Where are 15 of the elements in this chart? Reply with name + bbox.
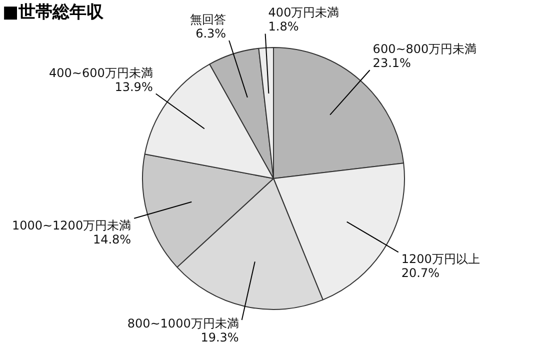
data-label: 23.1% — [372, 56, 411, 70]
slice-label: 600~800万円未満 — [372, 42, 477, 56]
slice-label: 1000~1200万円未満 — [12, 218, 132, 232]
data-label: 6.3% — [196, 26, 226, 40]
data-label: 20.7% — [401, 266, 440, 280]
slice-label: 無回答 — [190, 12, 226, 26]
slice-label: 400万円未満 — [268, 6, 340, 20]
slice-label: 400~600万円未満 — [48, 66, 153, 80]
chart-title: ■世帯総年収 — [2, 2, 105, 22]
data-label: 14.8% — [92, 232, 132, 246]
data-label: 13.9% — [114, 80, 153, 94]
slice-label: 1200万円以上 — [401, 252, 480, 266]
data-label: 1.8% — [268, 20, 299, 34]
data-label: 19.3% — [200, 330, 239, 344]
slice-label: 800~1000万円未満 — [127, 316, 239, 330]
